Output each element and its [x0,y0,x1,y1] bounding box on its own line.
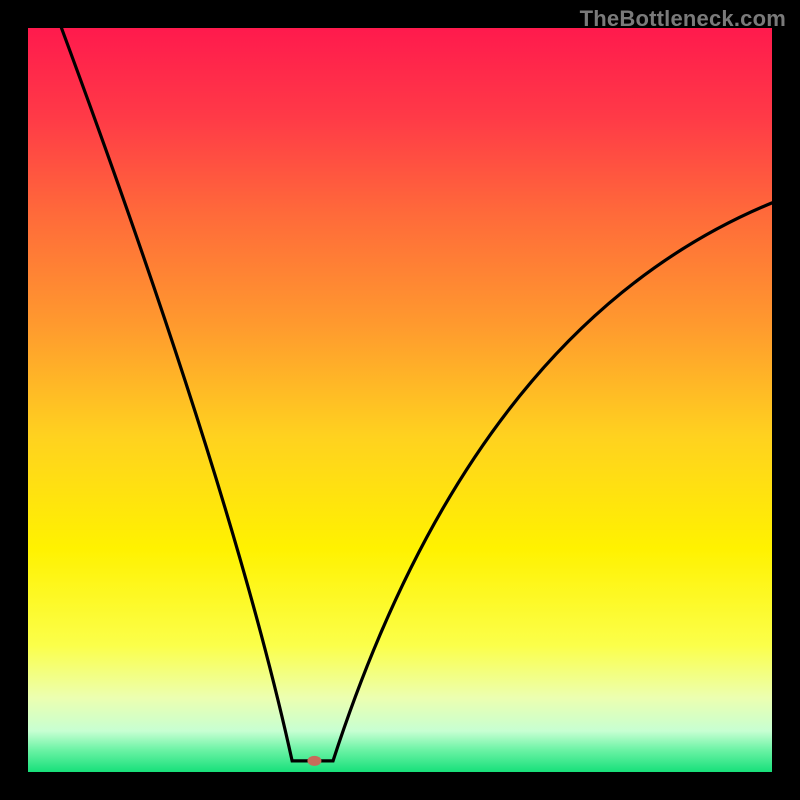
chart-svg [0,0,800,800]
plot-background [28,28,772,772]
watermark-text: TheBottleneck.com [580,6,786,32]
min-point-marker [307,756,321,766]
chart-frame: TheBottleneck.com [0,0,800,800]
